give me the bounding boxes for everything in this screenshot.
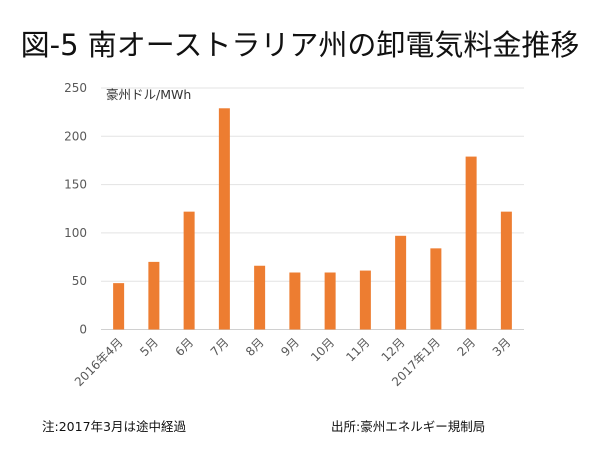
chart-title: 図-5 南オーストラリア州の卸電気料金推移 (20, 28, 580, 62)
y-tick-label: 100 (64, 226, 87, 240)
bars (113, 108, 512, 330)
x-tick-label: 7月 (208, 335, 232, 359)
x-tick-label: 2月 (454, 335, 478, 359)
x-tick-label: 5月 (137, 335, 161, 359)
y-tick-label: 250 (64, 81, 87, 95)
x-tick-label: 11月 (343, 335, 372, 364)
y-tick-label: 200 (64, 129, 87, 143)
gridlines (101, 87, 524, 330)
bar (254, 265, 266, 330)
bar (218, 108, 230, 330)
bar (359, 270, 371, 330)
bar (289, 272, 301, 330)
bar (183, 211, 195, 330)
x-tick-label: 9月 (278, 335, 302, 359)
x-tick-label: 6月 (172, 335, 196, 359)
y-axis-ticks: 0 50 100 150 200 250 (64, 81, 87, 337)
bar (500, 211, 512, 330)
x-tick-label: 3月 (490, 335, 514, 359)
x-tick-label: 12月 (379, 335, 408, 364)
y-tick-label: 50 (72, 274, 87, 288)
bar (430, 248, 442, 330)
y-tick-label: 150 (64, 178, 87, 192)
x-tick-label: 10月 (308, 335, 337, 364)
y-tick-label: 0 (79, 323, 87, 337)
source-note: 出所:豪州エネルギー規制局 (331, 419, 486, 434)
bar (113, 283, 125, 330)
bar (148, 261, 160, 330)
footnote: 注:2017年3月は途中経過 (42, 419, 186, 434)
y-axis-unit-label: 豪州ドル/MWh (106, 87, 191, 102)
x-tick-label: 2016年4月 (72, 335, 126, 389)
x-tick-label: 8月 (243, 335, 267, 359)
bar (465, 156, 477, 330)
bar (324, 272, 336, 330)
bar (395, 235, 407, 330)
